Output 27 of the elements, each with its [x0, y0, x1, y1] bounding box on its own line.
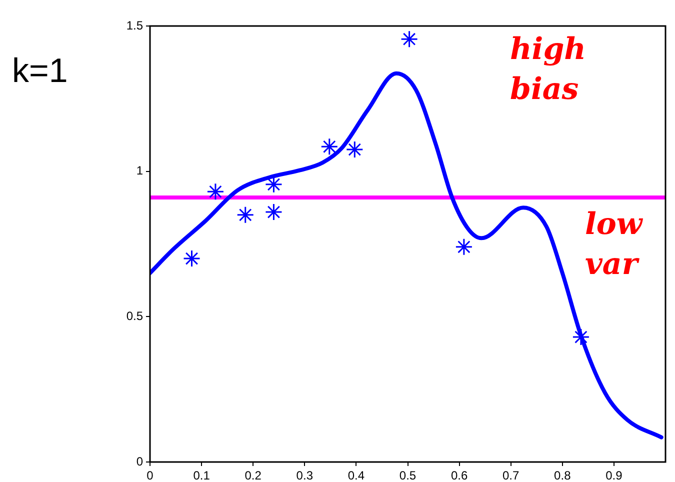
x-tick-label: 0.1 [193, 468, 210, 482]
x-tick-label: 0.8 [554, 468, 572, 482]
point [183, 250, 201, 268]
point [455, 238, 473, 256]
line-series [150, 71, 664, 440]
annotation: low var [585, 206, 644, 284]
point [346, 140, 364, 158]
x-tick-label: 0.4 [348, 468, 365, 482]
y-tick-label: 1.5 [126, 18, 144, 32]
point [572, 328, 590, 346]
x-tick-label: 0.3 [296, 468, 314, 482]
point [320, 138, 338, 156]
y-tick-label: 0 [136, 454, 144, 468]
text: k=1 [12, 52, 68, 91]
point [206, 182, 224, 200]
x-tick-label: 0.7 [502, 468, 520, 482]
x-tick-label: 0.6 [450, 468, 468, 482]
x-tick-label: 0.9 [606, 468, 623, 482]
x-tick-label: 0.2 [244, 468, 262, 482]
point [236, 206, 254, 224]
annotation: high bias [510, 31, 587, 109]
x-tick-label: 0.5 [399, 468, 416, 482]
x-tick-label: 0 [146, 468, 154, 482]
point [400, 30, 418, 48]
point [264, 203, 282, 221]
y-tick-label: 1 [136, 164, 144, 178]
y-tick-label: 0.5 [126, 308, 144, 323]
